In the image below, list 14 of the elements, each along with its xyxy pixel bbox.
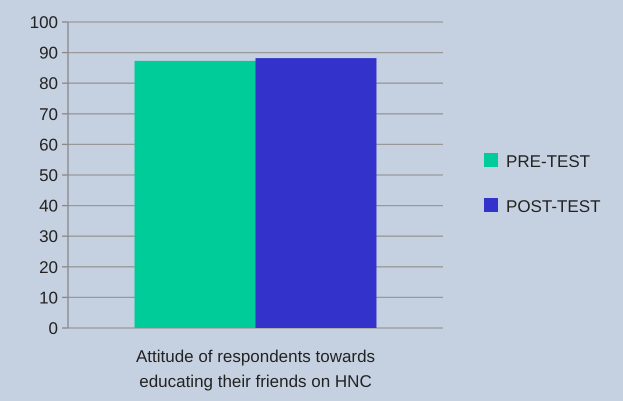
y-tick-label: 0 bbox=[48, 318, 58, 338]
y-tick-label: 70 bbox=[39, 104, 58, 124]
y-tick-label: 80 bbox=[39, 74, 58, 94]
y-tick-label: 20 bbox=[39, 258, 58, 277]
y-tick-label: 100 bbox=[30, 12, 58, 32]
y-tick-label: 50 bbox=[39, 166, 58, 185]
y-tick-label: 10 bbox=[39, 288, 58, 308]
y-tick-label: 40 bbox=[39, 196, 58, 216]
legend-label: PRE-TEST bbox=[506, 152, 590, 171]
legend-label: POST-TEST bbox=[506, 196, 600, 216]
x-tick-label: Attitude of respondents towards educating their friends on HNC bbox=[136, 347, 376, 391]
y-tick-label: 90 bbox=[39, 44, 58, 63]
y-tick-label: 60 bbox=[39, 135, 58, 154]
y-tick-label: 30 bbox=[39, 227, 58, 246]
